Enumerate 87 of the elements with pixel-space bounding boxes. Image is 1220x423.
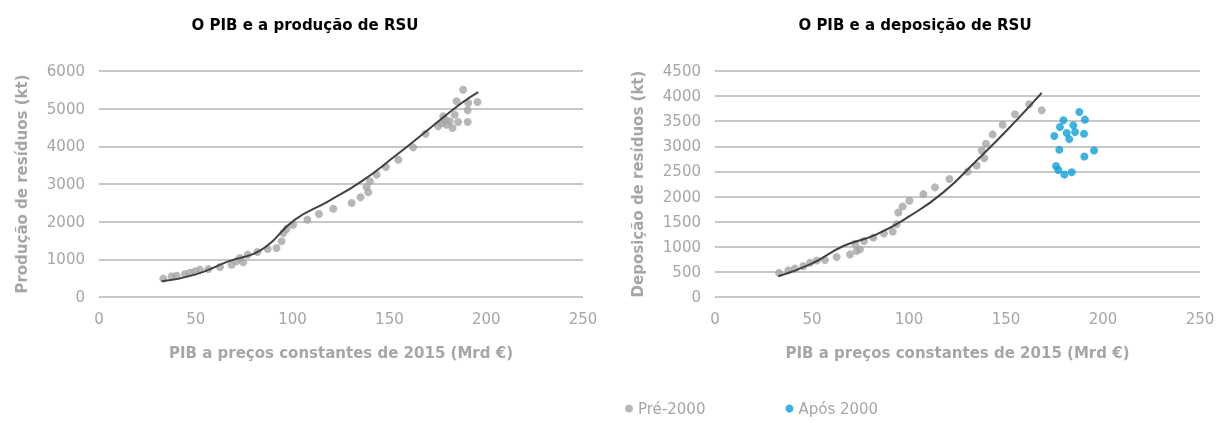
x-tick-label: 200 (471, 309, 501, 328)
point (450, 110, 459, 119)
y-tick-label: 6000 (46, 62, 85, 80)
y-tick-label: 4500 (662, 62, 701, 80)
y-axis-title: Deposição de resíduos (kt) (628, 70, 647, 298)
point (1071, 128, 1080, 137)
point (1075, 107, 1084, 116)
point (1080, 115, 1089, 124)
x-axis-title: PIB a preços constantes de 2015 (Mrd €) (168, 343, 514, 362)
y-tick-label: 2000 (662, 187, 701, 206)
point (888, 227, 897, 236)
y-tick-label: 1000 (662, 237, 701, 256)
point (454, 118, 463, 126)
y-tick-label: 0 (691, 288, 701, 306)
point (1065, 135, 1074, 144)
x-tick-label: 150 (991, 309, 1021, 328)
y-tick-label: 0 (75, 288, 85, 306)
point (365, 177, 374, 186)
point (905, 196, 914, 205)
point (846, 250, 855, 259)
point (277, 237, 286, 246)
y-tick-label: 2500 (662, 162, 701, 181)
point (1067, 168, 1076, 177)
point (303, 215, 312, 224)
x-tick-label: 150 (375, 309, 404, 328)
point (463, 118, 472, 126)
legend-label: Após 2000 (798, 399, 879, 418)
legend-label: Pré-2000 (638, 399, 706, 418)
point (272, 244, 281, 252)
x-tick-label: 100 (278, 309, 307, 328)
line-series (777, 91, 1043, 278)
y-tick-label: 2000 (46, 212, 85, 231)
x-axis-title: PIB a preços constantes de 2015 (Mrd €) (785, 343, 1130, 362)
point (1069, 121, 1078, 130)
point (832, 253, 841, 262)
point (1090, 146, 1099, 155)
point (409, 143, 418, 152)
point (1059, 116, 1068, 125)
y-tick-label: 1000 (46, 250, 85, 269)
point (982, 139, 991, 148)
y-axis-title: Produção de resíduos (kt) (12, 74, 31, 294)
x-tick-label: 50 (186, 309, 206, 328)
point (988, 130, 997, 139)
point (452, 97, 461, 106)
y-tick-label: 5000 (46, 99, 85, 118)
y-tick-label: 4000 (662, 87, 701, 106)
point (998, 120, 1007, 129)
point (1055, 145, 1064, 154)
x-tick-label: 250 (1185, 309, 1215, 328)
point (1055, 123, 1064, 132)
point (347, 198, 356, 207)
chart-title: O PIB e a deposição de RSU (798, 15, 1032, 34)
point (448, 123, 457, 132)
point (394, 155, 403, 164)
point (945, 174, 954, 183)
y-tick-label: 3000 (662, 137, 701, 156)
point (1060, 170, 1069, 179)
point (329, 204, 338, 213)
x-tick-label: 0 (94, 309, 104, 328)
y-tick-label: 4000 (46, 137, 85, 156)
point (1054, 165, 1063, 174)
point (314, 209, 323, 218)
y-tick-label: 1500 (662, 212, 701, 231)
point (1080, 152, 1089, 161)
y-tick-label: 3500 (662, 112, 701, 131)
point (919, 190, 928, 199)
point (1010, 110, 1019, 119)
x-tick-label: 250 (568, 309, 598, 328)
line-series (160, 91, 480, 283)
point (898, 202, 907, 211)
point (239, 258, 248, 267)
x-tick-label: 100 (894, 309, 924, 328)
point (1050, 132, 1059, 141)
point (1080, 129, 1088, 138)
point (473, 98, 482, 106)
point (459, 85, 468, 94)
y-tick-label: 3000 (46, 175, 85, 193)
point (931, 183, 939, 192)
point (463, 106, 472, 115)
x-tick-label: 0 (710, 309, 720, 328)
point (356, 193, 365, 202)
y-tick-label: 500 (672, 262, 701, 281)
point (1037, 106, 1046, 115)
x-tick-label: 50 (802, 309, 822, 328)
chart-title: O PIB e a produção de RSU (191, 15, 419, 34)
point (894, 208, 903, 217)
x-tick-label: 200 (1088, 309, 1118, 328)
